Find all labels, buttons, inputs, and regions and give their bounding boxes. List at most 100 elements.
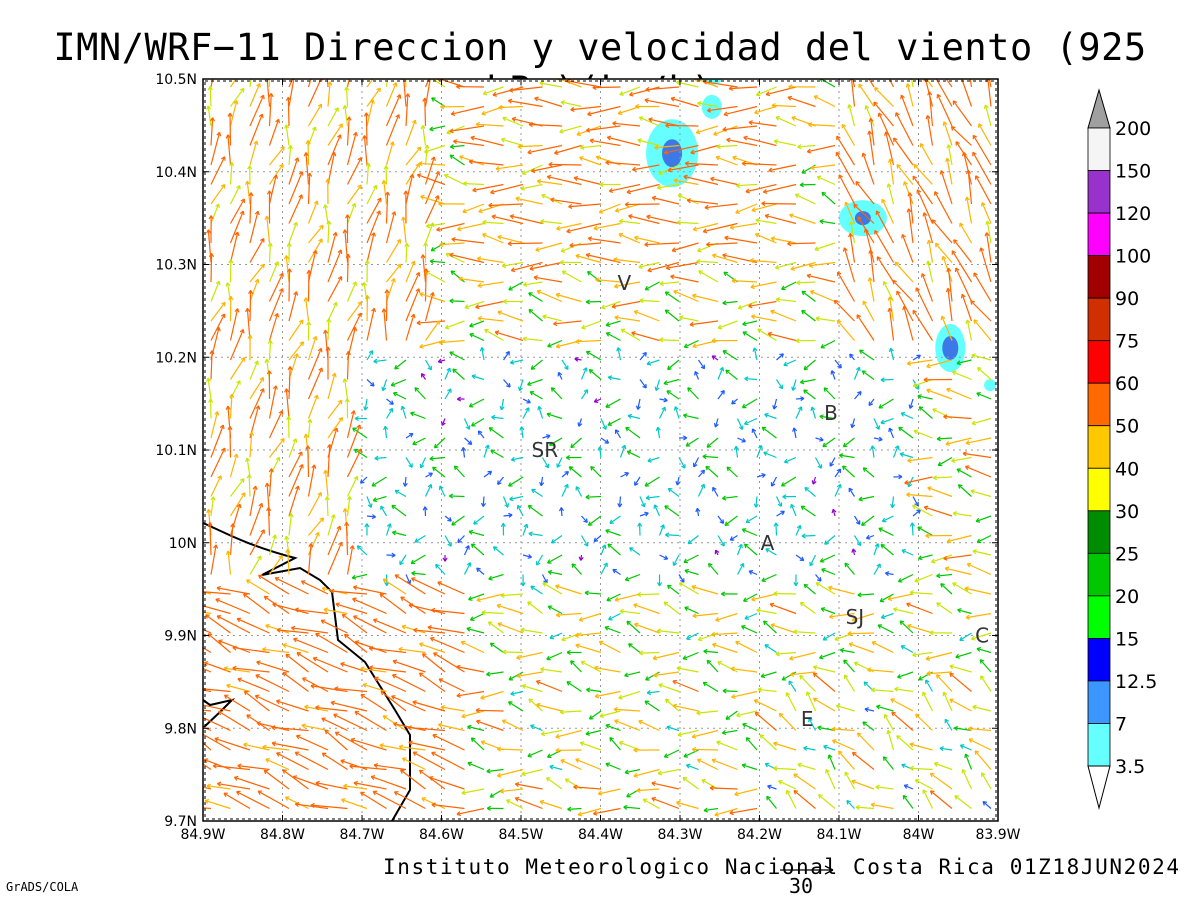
wind-arrow [937,456,953,467]
wind-arrow [972,549,992,556]
wind-arrow [666,390,680,400]
wind-arrow [229,185,241,205]
wind-arrow [457,535,465,544]
wind-arrow [353,585,387,595]
wind-arrow [566,681,582,692]
wind-arrow [419,642,446,654]
wind-arrow [386,263,402,283]
wind-arrow [770,476,778,487]
wind-arrow [368,665,407,673]
wind-arrow [346,116,352,146]
wind-arrow [424,79,430,88]
wind-arrow [912,504,933,517]
wind-arrow [206,377,212,400]
wind-arrow [363,398,369,411]
wind-arrow [682,776,699,790]
contour-3.5 [701,94,722,119]
wind-arrow [600,544,607,556]
wind-arrow [702,454,719,460]
wind-arrow [425,320,441,341]
wind-arrow [626,620,641,634]
wind-arrow [912,379,920,390]
wind-arrow [405,457,413,468]
wind-arrow [225,550,232,575]
wind-arrow [896,164,914,185]
wind-arrow [756,444,763,458]
wind-arrow [639,511,649,517]
wind-arrow [362,135,368,166]
wind-arrow [346,475,359,497]
wind-arrow [803,389,816,400]
wind-arrow [926,359,953,369]
wind-arrow [208,253,215,283]
wind-arrow [970,300,992,322]
wind-arrow [268,272,284,302]
wind-arrow [541,457,550,469]
wind-arrow [667,487,680,497]
wind-arrow [449,493,465,499]
wind-arrow [514,781,543,790]
wind-arrow [385,523,392,536]
wind-arrow [410,554,426,565]
wind-arrow [847,631,875,637]
wind-arrow [449,298,465,304]
wind-arrow [945,157,953,185]
wind-arrow [598,640,621,654]
wind-arrow [405,432,414,439]
wind-arrow [360,791,387,810]
wind-arrow [229,492,246,517]
wind-arrow [411,570,426,576]
wind-arrow [530,164,563,174]
wind-arrow [294,607,329,615]
wind-arrow [704,203,738,210]
wind-arrow [463,545,470,556]
wind-arrow [702,681,719,693]
wind-arrow [659,397,668,403]
wind-arrow [728,85,758,91]
wind-arrow [933,761,953,771]
wind-arrow [394,489,407,498]
wind-arrow [877,112,895,146]
wind-arrow [437,581,465,595]
wind-arrow [781,281,797,291]
wind-arrow [769,602,797,615]
wind-arrow [965,319,973,341]
wind-arrow [919,142,934,166]
wind-arrow [766,795,777,809]
wind-arrow [390,378,407,387]
wind-arrow [585,252,621,264]
wind-arrow [648,117,680,127]
wind-arrow [401,757,426,771]
wind-arrow [237,763,270,771]
wind-arrow [629,547,641,556]
wind-arrow [469,320,485,328]
city-label: E [801,707,814,731]
wind-arrow [516,671,543,679]
wind-arrow [463,181,485,187]
wind-arrow [262,744,290,751]
lon-tick-label: 84.2W [737,827,782,843]
wind-arrow [456,396,465,402]
wind-arrow [435,563,446,575]
wind-arrow [656,628,680,634]
wind-arrow [632,164,660,172]
wind-arrow [500,137,524,147]
wind-arrow [913,429,933,439]
wind-arrow [366,350,374,361]
wind-arrow [858,495,875,502]
wind-arrow [503,299,524,305]
wind-arrow [391,673,426,693]
wind-arrow [809,290,836,303]
wind-arrow [898,426,914,439]
wind-arrow [888,427,895,439]
wind-arrow [878,527,894,537]
wind-arrow [946,144,953,166]
wind-arrow [345,350,351,380]
wind-arrow [494,330,524,342]
wind-arrow [880,612,894,620]
wind-arrow [575,339,602,345]
wind-arrow [327,416,343,439]
wind-arrow [323,607,348,615]
wind-arrow [834,468,842,478]
wind-arrow [912,175,933,205]
